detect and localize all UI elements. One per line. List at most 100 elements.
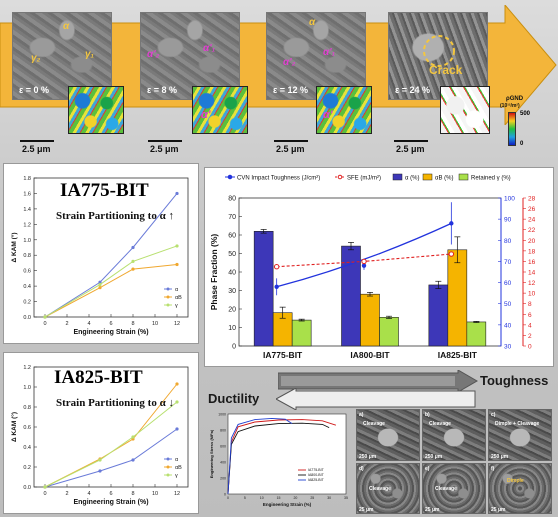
y-tick-label: 0 xyxy=(224,493,226,497)
legend-entry: αB xyxy=(175,295,182,301)
y3-tick-label: 16 xyxy=(528,259,536,266)
data-point xyxy=(175,191,179,196)
sem-tile-1: α'₂ α'₁ ε = 8 % xyxy=(140,12,240,100)
phase-label-alpha-prime: α' xyxy=(323,109,333,121)
x-tick-label: 8 xyxy=(131,491,134,497)
category-label: IA825-BIT xyxy=(438,350,478,360)
y-tick-label: 0 xyxy=(232,344,236,351)
x-tick-label: 0 xyxy=(43,491,46,497)
phase-fraction-panel: 0 10 20 30 40 50 60 70 80 Phase Fraction (%) 30 40 5… xyxy=(204,167,554,367)
y3-tick-label: 4 xyxy=(528,322,532,329)
fractograph-a: a) Cleavage 250 μm xyxy=(356,409,420,461)
legend-marker xyxy=(166,457,170,461)
phase-label-alpha-prime-2: α'₂ xyxy=(147,49,160,60)
series-line-1 xyxy=(44,263,178,318)
x-tick-label: 0 xyxy=(227,496,229,500)
y-axis-label: Δ KAM (°) xyxy=(10,412,18,442)
y3-tick-label: 0 xyxy=(528,344,532,351)
legend-entry: IA825-BIT xyxy=(308,478,325,482)
bar-2 xyxy=(379,317,399,347)
data-point xyxy=(131,458,135,462)
kam-chart-ia825: 0.0 0.2 0.4 0.6 0.8 1.0 1.2 0 2 4 6 8 10 12 Engineerin… xyxy=(10,365,189,506)
y-tick-label: 0.2 xyxy=(23,465,31,471)
ss-curve-1 xyxy=(227,422,330,495)
kam-statement-ia775: Strain Partitioning to α ↑ xyxy=(56,210,174,222)
legend-entry: IA775-BIT xyxy=(308,468,325,472)
y-tick-label: 0.6 xyxy=(23,269,31,275)
scale-text: 2.5 μm xyxy=(150,144,179,154)
kam-title-ia775: IA775-BIT xyxy=(60,180,149,201)
y3-tick-label: 8 xyxy=(528,301,532,308)
y-tick-label: 600 xyxy=(220,445,226,449)
category-label: IA800-BIT xyxy=(350,350,390,360)
bar-1 xyxy=(360,293,380,347)
y2-tick-label: 90 xyxy=(504,217,512,224)
y-tick-label: 400 xyxy=(220,461,226,465)
legend-entry: SFE (mJ/m²) xyxy=(347,176,381,182)
toughness-point xyxy=(449,221,454,226)
phase-label-alpha-prime-2: α'₂ xyxy=(283,57,296,68)
x-tick-label: 10 xyxy=(260,496,264,500)
x-tick-label: 30 xyxy=(327,496,331,500)
kam-statement-ia825: Strain Partitioning to α ↓ xyxy=(56,397,174,409)
data-point xyxy=(131,267,135,271)
ebsd-map-3 xyxy=(440,86,490,134)
strain-label: ε = 12 % xyxy=(273,85,309,95)
y-tick-label: 0.0 xyxy=(23,315,31,321)
kam-panel-ia775: 0.0 0.2 0.4 0.6 0.8 1.0 1.2 1.4 1.6 1.8 0 2 4 6 8 10 12 E… xyxy=(3,163,199,344)
y2-tick-label: 70 xyxy=(504,259,512,266)
data-point xyxy=(131,259,135,263)
x-tick-label: 2 xyxy=(65,491,68,497)
x-tick-label: 10 xyxy=(152,491,158,497)
legend-entry: α xyxy=(175,457,179,463)
y2-tick-label: 60 xyxy=(504,280,512,287)
x-tick-label: 5 xyxy=(244,496,246,500)
x-tick-label: 12 xyxy=(174,491,180,497)
ebsd-map-0 xyxy=(68,86,124,134)
x-axis-label: Engineering Strain (%) xyxy=(73,329,148,336)
data-point xyxy=(131,245,135,250)
series-line-0 xyxy=(44,428,178,488)
y-tick-label: 30 xyxy=(228,288,236,295)
x-tick-label: 12 xyxy=(174,321,180,327)
data-point xyxy=(43,315,47,319)
y-tick-label: 0.8 xyxy=(23,405,31,411)
bar-2 xyxy=(466,321,487,347)
ebsd-map-1: α' xyxy=(192,86,248,134)
y-tick-label: 1.0 xyxy=(23,238,31,244)
legend-entry: IA800-BIT xyxy=(308,473,325,477)
series-line-0 xyxy=(44,193,178,318)
colorbar-label: ρGND xyxy=(506,96,524,102)
y-axis-label: Δ KAM (°) xyxy=(10,232,18,262)
data-point xyxy=(98,458,102,462)
y3-tick-label: 28 xyxy=(528,196,536,203)
sfe-point xyxy=(448,251,455,257)
data-point xyxy=(175,382,179,386)
kam-panel-ia825: 0.0 0.2 0.4 0.6 0.8 1.0 1.2 0 2 4 6 8 10 12 Engineerin… xyxy=(3,352,199,514)
stress-strain-panel: 0 200 400 600 800 1000 0 5 10 15 20 25 30 35 Engineeri… xyxy=(206,408,352,514)
y-tick-label: 1.2 xyxy=(23,222,31,228)
ebsd-map-2: α' xyxy=(316,86,372,134)
scale-text: 2.5 μm xyxy=(276,144,305,154)
scale-text: 2.5 μm xyxy=(396,144,425,154)
data-point xyxy=(98,282,102,287)
crack-circle-icon xyxy=(423,35,455,67)
scale-bar xyxy=(148,140,182,142)
legend-entry: αB (%) xyxy=(435,176,453,182)
scale-bar xyxy=(274,140,308,142)
legend-swatch xyxy=(458,173,469,181)
y-tick-label: 1.0 xyxy=(23,385,31,391)
legend-marker xyxy=(166,287,170,291)
y-tick-label: 0.6 xyxy=(23,425,31,431)
y-tick-label: 800 xyxy=(220,429,226,433)
y-tick-label: 1.4 xyxy=(23,207,31,213)
y-axis-label: Phase Fraction (%) xyxy=(209,234,219,311)
phase-label-gamma1: γ₁ xyxy=(85,49,95,60)
colorbar xyxy=(508,112,516,146)
phase-label-alpha: α xyxy=(63,21,70,32)
sem-tile-2: α α'₂ α'₁ ε = 12 % xyxy=(266,12,366,100)
legend-marker xyxy=(166,295,170,299)
legend-swatch xyxy=(392,173,403,181)
kam-chart-ia775: 0.0 0.2 0.4 0.6 0.8 1.0 1.2 1.4 1.6 1.8 0 2 4 6 8 10 12 E… xyxy=(10,176,189,336)
